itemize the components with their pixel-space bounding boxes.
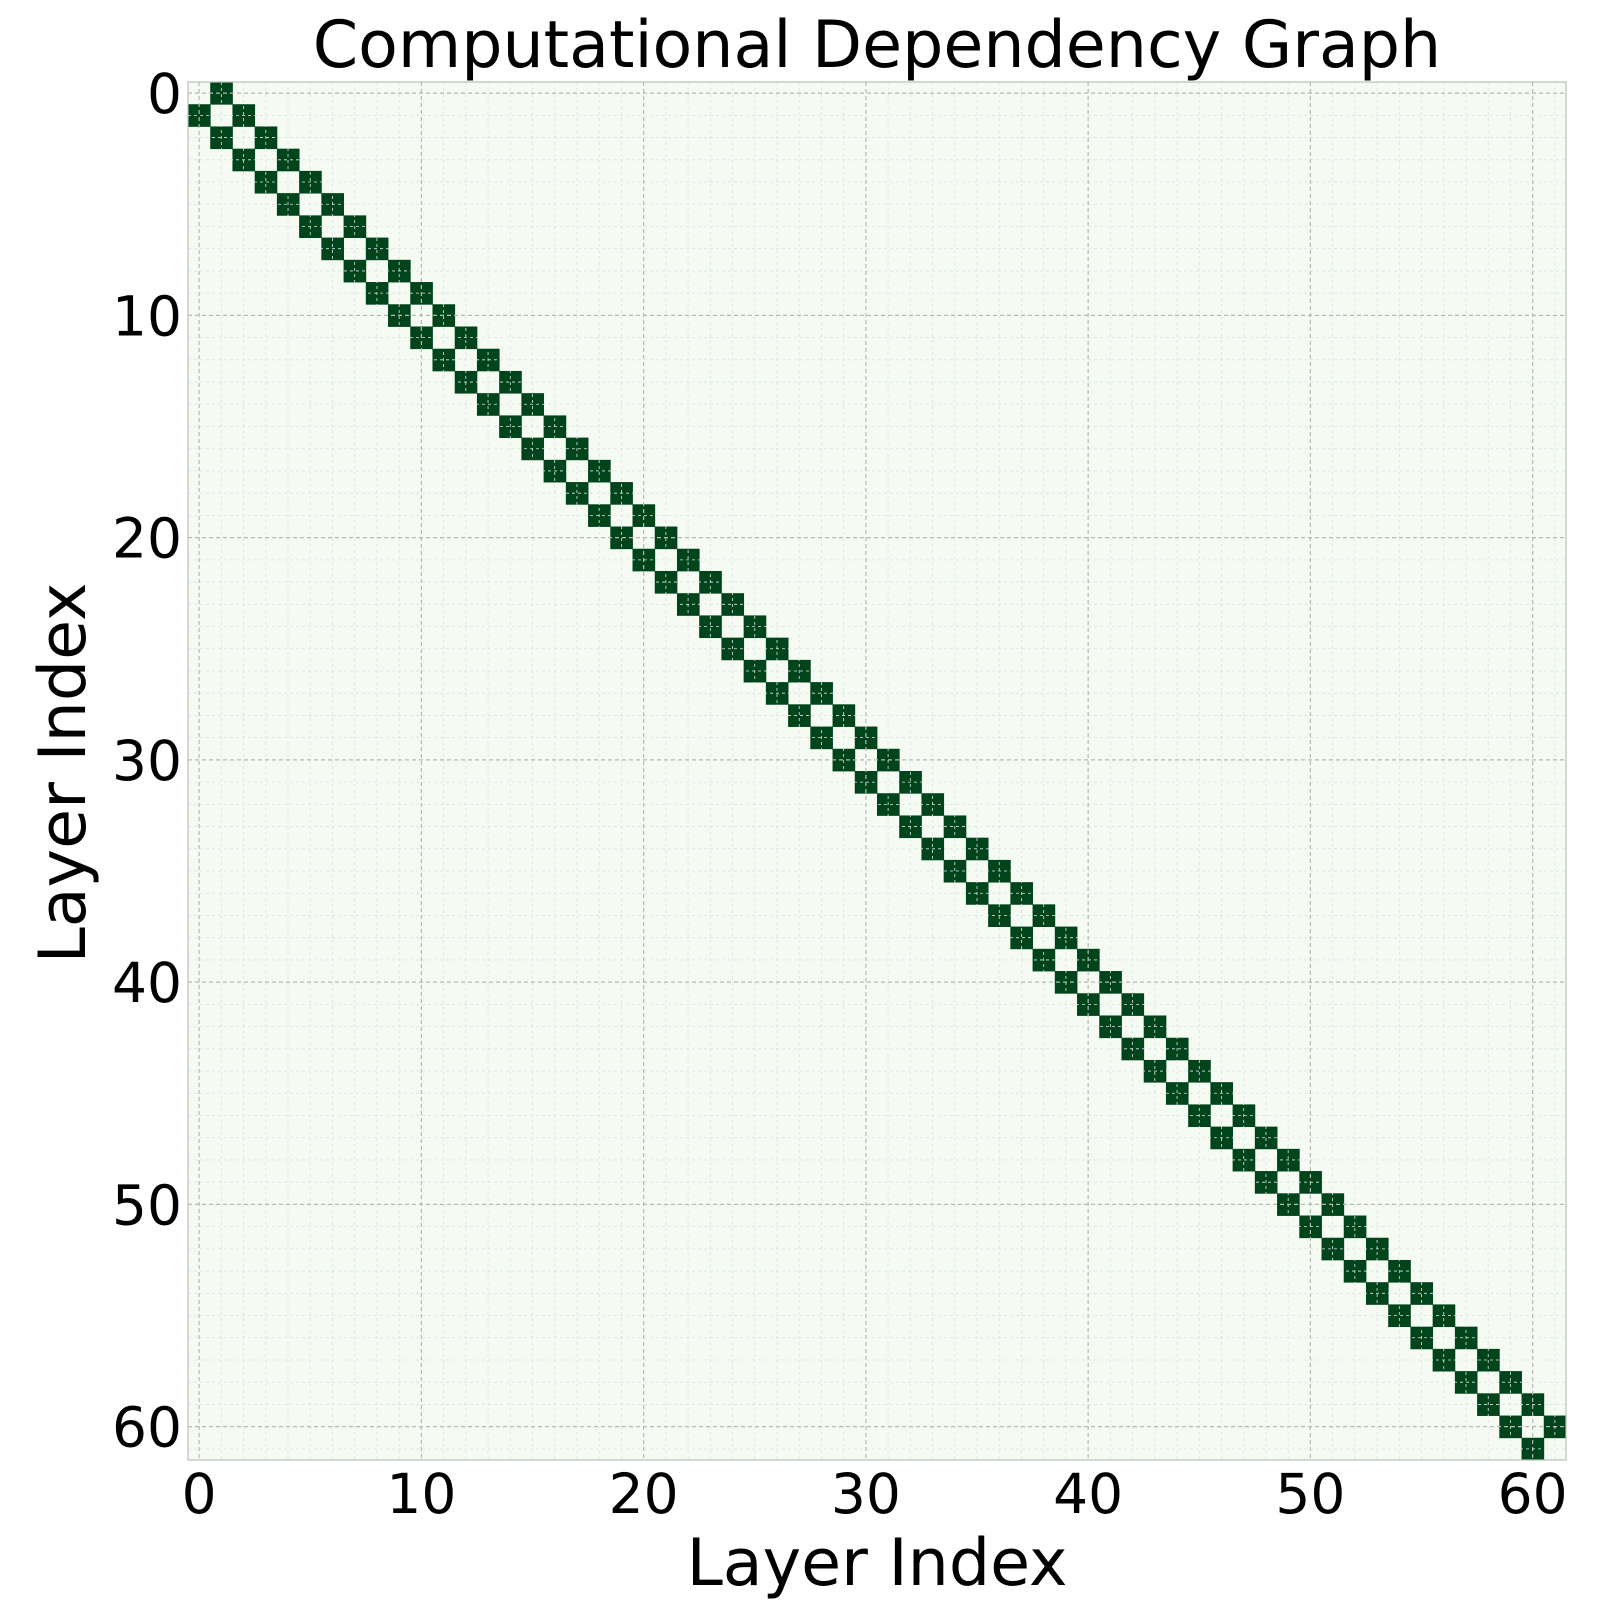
heatmap-cell: [965, 837, 989, 861]
x-tick-label: 10: [386, 1462, 456, 1526]
x-tick-label: 0: [182, 1462, 217, 1526]
x-tick-label: 40: [1053, 1462, 1123, 1526]
x-tick-label: 30: [831, 1462, 901, 1526]
heatmap-cell: [1032, 904, 1056, 927]
heatmap-cell: [210, 82, 233, 105]
x-tick-label: 60: [1498, 1462, 1568, 1526]
x-axis-ticks: 0 10 20 30 40 50 60: [182, 1462, 1568, 1526]
y-tick-label: 30: [112, 729, 182, 793]
grid-lines: [188, 82, 1566, 1460]
y-tick-label: 50: [112, 1173, 182, 1237]
y-axis-ticks: 0 10 20 30 40 50 60: [112, 62, 182, 1460]
heatmap-cell: [1254, 1126, 1278, 1150]
heatmap-cell: [188, 104, 211, 127]
heatmap-cell: [1010, 926, 1033, 950]
heatmap-cell: [1343, 1215, 1367, 1239]
heatmap-cell: [588, 459, 611, 483]
x-tick-label: 20: [609, 1462, 679, 1526]
chart-title: Computational Dependency Graph: [313, 8, 1442, 83]
y-tick-label: 0: [147, 62, 182, 126]
y-tick-label: 60: [112, 1396, 182, 1460]
heatmap-cell: [632, 504, 656, 527]
heatmap-cell: [343, 259, 367, 283]
plot-frame: [187, 81, 1567, 1461]
heatmap-cell: [565, 482, 589, 505]
heatmap-cell: [788, 704, 811, 727]
heatmap-cell: [254, 170, 278, 194]
heatmap-cell: [610, 526, 633, 550]
heatmap-cell: [1188, 1059, 1211, 1083]
heatmap-cell: [810, 682, 833, 705]
y-tick-label: 40: [112, 951, 182, 1015]
heatmap-cell: [1232, 1148, 1256, 1172]
heatmap-cell: [1321, 1237, 1345, 1261]
heatmap-cell: [365, 237, 389, 261]
x-axis-label: Layer Index: [687, 1526, 1068, 1600]
heatmap-cell: [276, 148, 300, 172]
y-tick-label: 10: [112, 284, 182, 348]
y-axis-label: Layer Index: [26, 583, 101, 964]
x-tick-label: 50: [1275, 1462, 1345, 1526]
heatmap-cell: [943, 859, 967, 883]
heatmap-cell: [1410, 1282, 1434, 1305]
heatmap-cell: [1388, 1304, 1411, 1328]
heatmap-cells: [188, 82, 1567, 1461]
y-tick-label: 20: [112, 507, 182, 571]
heatmap-cell: [1165, 1082, 1189, 1105]
